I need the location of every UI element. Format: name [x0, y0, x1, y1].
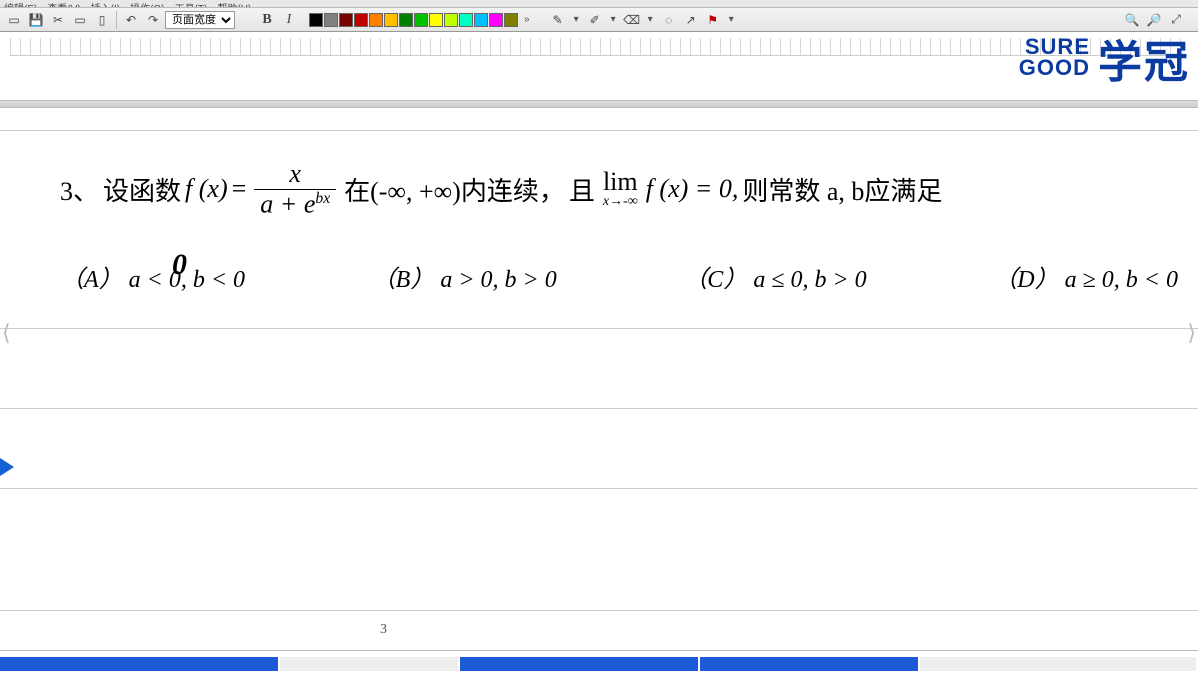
fraction-numerator: x [283, 160, 307, 189]
bottom-bar [0, 651, 1198, 677]
menu-item[interactable]: 查看(V) [47, 0, 80, 7]
color-swatch[interactable] [384, 13, 398, 27]
question-content: 3、 设函数 f (x) = x a + ebx 在(-∞, +∞)内连续， 且… [60, 160, 1178, 294]
workspace: 3、 设函数 f (x) = x a + ebx 在(-∞, +∞)内连续， 且… [0, 70, 1198, 647]
color-swatch[interactable] [369, 13, 383, 27]
progress-segment [460, 657, 698, 671]
color-swatch[interactable] [444, 13, 458, 27]
text: f (x) = 0, [646, 174, 739, 204]
prev-slide-button[interactable]: ⟨ [2, 320, 11, 346]
pen-icon[interactable]: ✎ [548, 10, 568, 30]
progress-segment [280, 657, 459, 671]
menu-item[interactable]: 工具(T) [175, 0, 208, 7]
color-swatch[interactable] [429, 13, 443, 27]
menu-item[interactable]: 帮助(H) [217, 0, 251, 7]
guideline [0, 488, 1198, 489]
color-swatch[interactable] [399, 13, 413, 27]
limit-subscript: x→-∞ [603, 195, 638, 209]
question-stem: 3、 设函数 f (x) = x a + ebx 在(-∞, +∞)内连续， 且… [60, 160, 1178, 219]
text: 且 [569, 171, 595, 208]
fraction-denominator: a + ebx [254, 190, 336, 219]
next-slide-button[interactable]: ⟩ [1187, 320, 1196, 346]
progress-segment [0, 657, 278, 671]
color-swatch[interactable] [459, 13, 473, 27]
menu-bar: 编辑(E) 查看(V) 插入(I) 操作(O) 工具(T) 帮助(H) [0, 0, 1198, 8]
separator [116, 11, 117, 29]
bold-button[interactable]: B [257, 10, 277, 30]
color-swatch[interactable] [324, 13, 338, 27]
horizontal-ruler [10, 38, 1188, 56]
page-number: 3 [380, 622, 387, 638]
text: 则常数 a, b应满足 [742, 171, 942, 208]
progress-segment [700, 657, 918, 671]
exponent: bx [315, 190, 330, 207]
answer-options: （A） a < 0, b < 0 （B） a > 0, b > 0 （C） a … [60, 259, 1178, 294]
option-c: （C） a ≤ 0, b > 0 [683, 259, 866, 294]
save-icon[interactable]: 💾 [26, 10, 46, 30]
logo-text-cn: 学冠 [1098, 26, 1190, 90]
pointer-icon[interactable]: ↗ [681, 10, 701, 30]
play-marker-icon [0, 458, 14, 476]
more-colors-icon[interactable]: » [524, 14, 530, 25]
new-page-icon[interactable]: ▭ [4, 10, 24, 30]
guideline [0, 408, 1198, 409]
color-swatch[interactable] [309, 13, 323, 27]
option-b: （B） a > 0, b > 0 [372, 259, 557, 294]
eraser-icon[interactable]: ⌫ [622, 10, 642, 30]
handwritten-annotation: 0 [172, 248, 187, 282]
pen-tools: ✎ ▾ ✐ ▾ ⌫ ▾ ◌ ↗ ⚑ ▾ [548, 10, 738, 30]
guideline [0, 130, 1198, 131]
menu-item[interactable]: 操作(O) [130, 0, 164, 7]
color-swatch[interactable] [504, 13, 518, 27]
progress-segment [920, 657, 1196, 671]
lasso-icon[interactable]: ◌ [659, 10, 679, 30]
option-a: （A） a < 0, b < 0 [60, 259, 245, 294]
color-swatch[interactable] [489, 13, 503, 27]
question-number: 3、 [60, 171, 99, 208]
option-d: （D） a ≥ 0, b < 0 [993, 259, 1178, 294]
guideline [0, 610, 1198, 611]
doc-icon[interactable]: ▯ [92, 10, 112, 30]
redo-icon[interactable]: ↷ [143, 10, 163, 30]
color-swatch[interactable] [354, 13, 368, 27]
undo-icon[interactable]: ↶ [121, 10, 141, 30]
slide-separator [0, 100, 1198, 108]
dropdown-icon[interactable]: ▾ [648, 14, 653, 25]
dropdown-icon[interactable]: ▾ [611, 14, 616, 25]
math-fraction: x a + ebx [254, 160, 336, 219]
italic-button[interactable]: I [279, 10, 299, 30]
text: a + e [260, 189, 315, 218]
color-swatch[interactable] [474, 13, 488, 27]
math-func: f (x) [185, 174, 228, 204]
math-eq: = [232, 174, 247, 204]
math-limit: lim x→-∞ [603, 169, 638, 209]
zoom-select[interactable]: 页面宽度 [165, 11, 235, 29]
text: 设函数 [103, 171, 181, 208]
guideline [0, 328, 1198, 329]
font-style-group: B I [257, 10, 299, 30]
select-icon[interactable]: ▭ [70, 10, 90, 30]
brand-logo: SURE GOOD 学冠 [1019, 26, 1190, 90]
color-swatch[interactable] [339, 13, 353, 27]
cut-icon[interactable]: ✂ [48, 10, 68, 30]
dropdown-icon[interactable]: ▾ [729, 14, 734, 25]
highlighter-icon[interactable]: ✐ [585, 10, 605, 30]
limit-symbol: lim [603, 169, 638, 195]
flag-icon[interactable]: ⚑ [703, 10, 723, 30]
color-swatch[interactable] [414, 13, 428, 27]
dropdown-icon[interactable]: ▾ [574, 14, 579, 25]
menu-item[interactable]: 编辑(E) [4, 0, 37, 7]
color-palette [309, 13, 518, 27]
logo-text-line2: GOOD [1019, 58, 1090, 79]
text: 在(-∞, +∞)内连续， [344, 171, 565, 208]
menu-item[interactable]: 插入(I) [91, 0, 120, 7]
